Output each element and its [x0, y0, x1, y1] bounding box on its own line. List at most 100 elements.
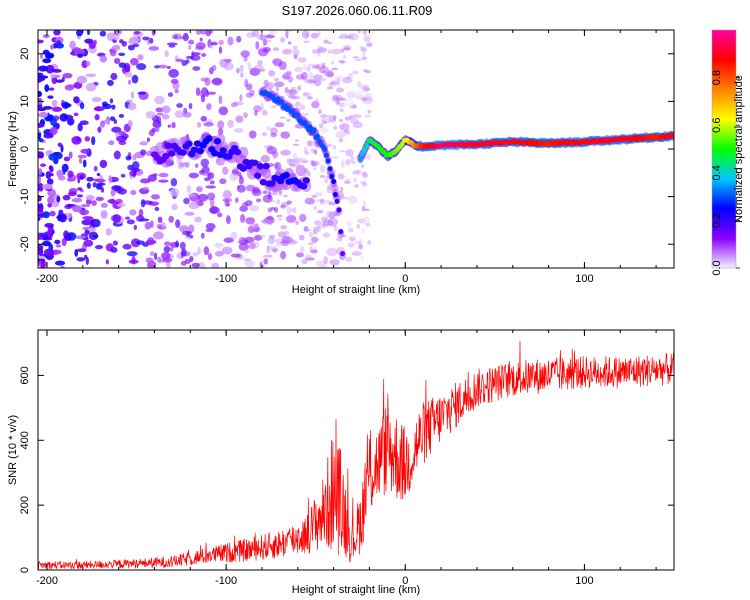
snr-y-tick-label: 400 [19, 431, 31, 449]
spectrogram-noise-blob [38, 97, 43, 102]
spectrogram-noise-blob [244, 78, 249, 88]
spectrogram-noise-blob [321, 221, 328, 230]
spectrogram-low-band-cell [219, 147, 227, 154]
spectrogram-noise-blob [51, 106, 63, 112]
spectrogram-noise-blob [155, 126, 160, 133]
spectrogram-noise-blob [339, 108, 344, 113]
spectrogram-noise-blob [79, 174, 84, 180]
spectrogram-noise-blob [192, 252, 199, 257]
spectrogram-noise-blob [107, 79, 114, 87]
spectrogram-noise-blob [38, 216, 41, 221]
spectrogram-noise-blob [313, 205, 318, 211]
spectrogram-noise-blob [38, 208, 44, 213]
spectrogram-noise-blob [326, 114, 331, 118]
spectrogram-noise-blob [176, 103, 183, 108]
spectrogram-noise-blob [75, 235, 87, 240]
colorbar-tick-label: 0.2 [711, 213, 723, 228]
spectrogram-noise-blob [142, 186, 149, 190]
spectrogram-noise-blob [154, 252, 158, 261]
spectrogram-noise-blob [343, 48, 351, 51]
spectrogram-noise-blob [142, 36, 149, 41]
spectrogram-noise-blob [285, 70, 292, 75]
spectrogram-low-band-halo [238, 146, 249, 159]
spectrogram-noise-blob [56, 169, 64, 178]
spectrogram-noise-blob [238, 242, 249, 251]
spectrogram-noise-blob [95, 178, 106, 183]
spectrogram-noise-blob [95, 196, 104, 202]
spectrogram-noise-blob [263, 79, 269, 88]
spectrogram-noise-blob [313, 167, 317, 171]
spectrogram-noise-blob [118, 130, 126, 136]
spectrogram-noise-blob [161, 105, 171, 114]
spectrogram-x-tick-label: -100 [215, 273, 237, 285]
spectrogram-noise-blob [286, 200, 292, 205]
spectrogram-noise-blob [292, 48, 300, 57]
spectrogram-noise-blob [244, 236, 255, 243]
spectrogram-low-band-cell [196, 147, 204, 155]
spectrogram-noise-blob [166, 42, 178, 46]
spectrogram-noise-blob [309, 160, 314, 163]
spectrogram-noise-blob [333, 115, 337, 121]
spectrogram-noise-blob [122, 243, 132, 250]
spectrogram-noise-blob [86, 182, 91, 189]
spectrogram-noise-blob [208, 30, 213, 34]
spectrogram-noise-blob [240, 72, 244, 78]
spectrogram-noise-blob [190, 54, 201, 61]
spectrogram-noise-blob [339, 186, 344, 193]
spectrogram-noise-blob [339, 150, 346, 153]
spectrogram-noise-blob [163, 246, 171, 253]
spectrogram-noise-blob [56, 195, 61, 203]
spectrogram-noise-blob [167, 124, 171, 128]
spectrogram-noise-blob [38, 39, 44, 44]
spectrogram-noise-blob [244, 260, 256, 268]
spectrogram-noise-blob [146, 237, 155, 246]
spectrogram-noise-blob [156, 112, 164, 116]
spectrogram-noise-blob [61, 163, 69, 173]
spectrogram-noise-blob [125, 99, 133, 103]
spectrogram-noise-blob [280, 131, 290, 139]
spectrogram-noise-blob [360, 254, 365, 262]
spectrogram-noise-blob [266, 245, 270, 254]
spectrogram-low-band-cell [256, 163, 265, 170]
spectrogram-noise-blob [270, 192, 276, 196]
spectrogram-noise-blob [286, 93, 292, 97]
spectrogram-noise-blob [239, 64, 244, 73]
spectrogram-noise-blob [105, 259, 109, 265]
spectrogram-noise-blob [85, 194, 95, 201]
spectrogram-noise-blob [174, 88, 179, 94]
spectrogram-noise-blob [118, 114, 125, 118]
spectrogram-falling-ridge-cell [331, 178, 337, 185]
spectrogram-noise-blob [188, 45, 192, 50]
spectrogram-noise-blob [218, 95, 223, 105]
spectrogram-noise-blob [152, 173, 158, 177]
spectrogram-noise-blob [361, 227, 366, 235]
spectrogram-low-band-cell [299, 183, 308, 190]
spectrogram-noise-blob [339, 97, 346, 101]
spectrogram-noise-blob [71, 136, 82, 145]
spectrogram-noise-blob [151, 127, 157, 133]
spectrogram-noise-blob [109, 116, 116, 122]
spectrogram-noise-blob [42, 49, 50, 55]
spectrogram-noise-blob [231, 169, 239, 175]
spectrogram-noise-blob [347, 227, 354, 233]
snr-x-tick-label: 100 [575, 575, 593, 587]
spectrogram-noise-blob [131, 91, 135, 99]
spectrogram-falling-ridge-cell [315, 133, 320, 139]
spectrogram-noise-blob [307, 63, 316, 67]
spectrogram-noise-blob [119, 39, 124, 44]
spectrogram-noise-blob [293, 156, 303, 164]
spectrogram-noise-blob [55, 42, 64, 49]
spectrogram-noise-blob [96, 172, 101, 176]
spectrogram-noise-blob [205, 223, 216, 230]
spectrogram-falling-ridge-cell [327, 166, 333, 172]
spectrogram-noise-blob [57, 142, 63, 147]
spectrogram-noise-blob [200, 94, 206, 103]
spectrogram-noise-blob [268, 245, 276, 250]
spectrogram-noise-blob [169, 247, 174, 252]
spectrogram-noise-blob [362, 48, 366, 58]
spectrogram-noise-blob [360, 97, 368, 101]
spectrogram-noise-blob [286, 158, 292, 164]
spectrogram-noise-blob [280, 37, 285, 43]
spectrogram-noise-blob [47, 95, 54, 99]
snr-x-tick-label: -200 [36, 575, 58, 587]
